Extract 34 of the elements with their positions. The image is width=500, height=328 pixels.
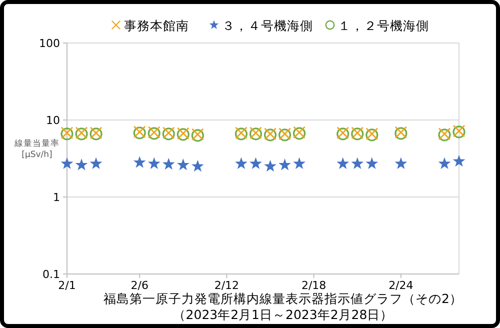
y-tick-label: 1 <box>53 191 60 204</box>
point <box>336 157 350 170</box>
point <box>235 157 248 170</box>
point <box>133 156 146 168</box>
point <box>264 160 276 172</box>
point <box>250 157 262 170</box>
point <box>452 154 466 167</box>
point <box>60 157 74 170</box>
point <box>90 157 102 170</box>
y-tick-label: 10 <box>46 114 60 127</box>
x-tick-label: 2/6 <box>130 279 148 292</box>
x-tick-label: 2/24 <box>388 279 414 292</box>
point <box>75 158 88 170</box>
point <box>176 158 190 170</box>
x-tick-label: 2/12 <box>214 279 240 292</box>
point <box>351 157 364 170</box>
text: 福島第一原子力発電所構内線量表示器指示値グラフ（その2） <box>104 291 462 306</box>
point <box>438 157 451 170</box>
point <box>278 158 291 170</box>
x-tick-label: 2/1 <box>58 279 76 292</box>
point <box>148 157 160 170</box>
y-axis-title: 線量当量率 [μSv/h] <box>14 138 60 160</box>
point <box>191 160 204 172</box>
x-tick-label: 2/18 <box>301 279 326 292</box>
legend-label: １，２号機海側 <box>338 18 429 33</box>
y-tick-label: 0.1 <box>42 268 60 281</box>
legend-label: ３，４号機海側 <box>222 18 313 33</box>
point <box>162 158 175 170</box>
point <box>293 157 306 170</box>
text: （2023年2月1日～2023年2月28日） <box>172 307 394 322</box>
legend-label: 事務本館南 <box>124 18 189 33</box>
point <box>366 157 378 170</box>
y-tick-label: 100 <box>39 37 60 50</box>
point <box>394 157 408 170</box>
